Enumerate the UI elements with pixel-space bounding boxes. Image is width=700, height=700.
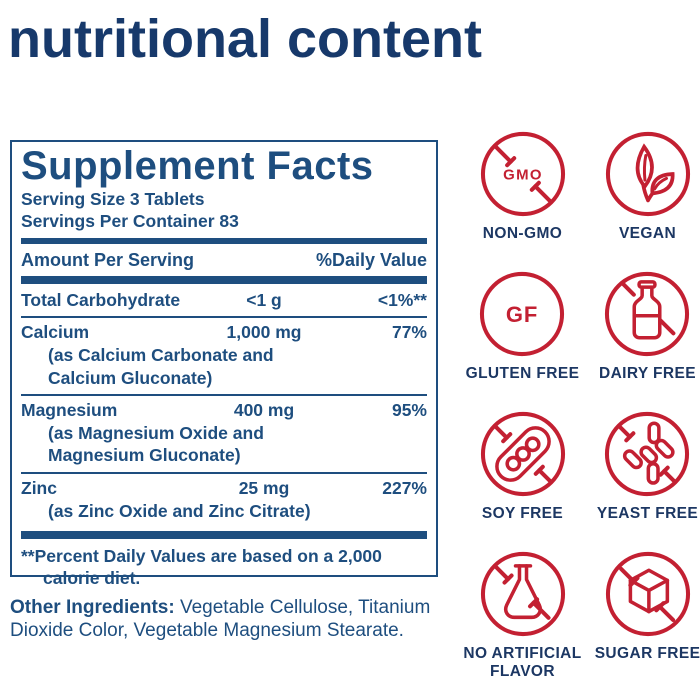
badge-label: GLUTEN FREE: [465, 365, 580, 382]
divider-thick: [21, 275, 427, 284]
divider-medium: [21, 237, 427, 244]
daily-value-footnote: **Percent Daily Values are based on a 2,…: [21, 543, 427, 589]
badge-dairy-free: DAIRY FREE: [599, 270, 696, 383]
other-ingredients: Other Ingredients: Vegetable Cellulose, …: [10, 596, 446, 642]
nutrient-source-line: (as Calcium Carbonate and: [48, 345, 274, 366]
dairy-free-milk-bottle-icon: [605, 271, 690, 357]
supplement-facts-panel: Supplement Facts Serving Size 3 Tablets …: [10, 140, 438, 588]
supplement-facts-title: Supplement Facts: [21, 144, 374, 188]
nutrient-amount: 1,000 mg: [226, 322, 302, 343]
badge-yeast-free: YEAST FREE: [597, 410, 698, 523]
badge-label: YEAST FREE: [596, 505, 699, 522]
yeast-free-cells-icon: [605, 411, 690, 497]
badge-gluten-free: GF GLUTEN FREE: [466, 270, 580, 383]
gluten-free-icon: GF: [480, 271, 565, 357]
badge-label: SOY FREE: [481, 505, 564, 522]
nutrient-source-line: Calcium Gluconate): [48, 367, 213, 388]
badge-label: NON-GMO: [482, 225, 563, 242]
column-header-amount: Amount Per Serving: [21, 249, 195, 270]
nutrient-name: Magnesium: [21, 400, 118, 421]
no-artificial-flavor-flask-icon: [480, 551, 565, 637]
badge-label: NO ARTIFICIAL FLAVOR: [463, 645, 582, 680]
nutrient-name: Total Carbohydrate: [21, 289, 181, 310]
footnote-line: calorie diet.: [43, 568, 141, 589]
soy-free-pod-icon: [480, 411, 565, 497]
page-title: nutritional content: [8, 9, 482, 69]
serving-size: Serving Size 3 Tablets: [21, 188, 205, 209]
column-header-row: Amount Per Serving %Daily Value: [21, 247, 427, 275]
nutrient-source-line: (as Zinc Oxide and Zinc Citrate): [48, 500, 311, 521]
nutrient-daily-value: 77%: [391, 322, 427, 343]
nutrient-name: Calcium: [21, 322, 90, 343]
badge-vegan: VEGAN: [604, 130, 692, 243]
nutrient-daily-value: <1%**: [377, 289, 427, 310]
servings-per-container: Servings Per Container 83: [21, 210, 239, 231]
badge-label: VEGAN: [618, 225, 677, 242]
nutrient-amount: <1 g: [246, 289, 282, 310]
footnote-line: **Percent Daily Values are based on a 2,…: [21, 546, 382, 566]
nutrient-row-calcium: Calcium 1,000 mg 77% (as Calcium Carbona…: [21, 318, 427, 397]
nutrient-source-line: Magnesium Gluconate): [48, 445, 241, 466]
other-ingredients-line: Other Ingredients: Vegetable Cellulose, …: [10, 596, 446, 619]
badge-no-artificial-flavor: NO ARTIFICIAL FLAVOR: [461, 550, 585, 681]
svg-text:GF: GF: [506, 302, 538, 327]
other-ingredients-label: Other Ingredients:: [10, 597, 175, 618]
column-header-daily-value: %Daily Value: [315, 249, 427, 270]
nutrient-daily-value: 95%: [391, 400, 427, 421]
badge-sugar-free: SUGAR FREE: [595, 550, 700, 663]
vegan-leaf-icon: [605, 131, 690, 217]
nutrient-name: Zinc: [21, 477, 57, 498]
other-ingredients-text: Vegetable Cellulose, Titanium: [174, 597, 431, 618]
badge-label: DAIRY FREE: [598, 365, 696, 382]
other-ingredients-line: Dioxide Color, Vegetable Magnesium Stear…: [10, 620, 404, 642]
badge-soy-free: SOY FREE: [479, 410, 567, 523]
sugar-free-cube-icon: [605, 551, 690, 637]
nutrient-row-total-carbohydrate: Total Carbohydrate <1 g <1%**: [21, 286, 427, 319]
nutrient-row-zinc: Zinc 25 mg 227% (as Zinc Oxide and Zinc …: [21, 474, 427, 527]
svg-text:GMO: GMO: [503, 166, 543, 183]
non-gmo-icon: GMO: [480, 131, 565, 217]
divider-thick: [21, 531, 427, 539]
nutrient-source-line: (as Magnesium Oxide and: [48, 422, 264, 443]
certification-badges: GMO NON-GMO VEGAN GF GLUTEN FREE: [460, 130, 700, 690]
badge-non-gmo: GMO NON-GMO: [479, 130, 567, 243]
nutrient-amount: 400 mg: [233, 400, 295, 421]
badge-label: SUGAR FREE: [594, 645, 700, 662]
nutrient-row-magnesium: Magnesium 400 mg 95% (as Magnesium Oxide…: [21, 396, 427, 474]
nutrient-amount: 25 mg: [238, 477, 290, 498]
nutrient-daily-value: 227%: [382, 477, 427, 498]
